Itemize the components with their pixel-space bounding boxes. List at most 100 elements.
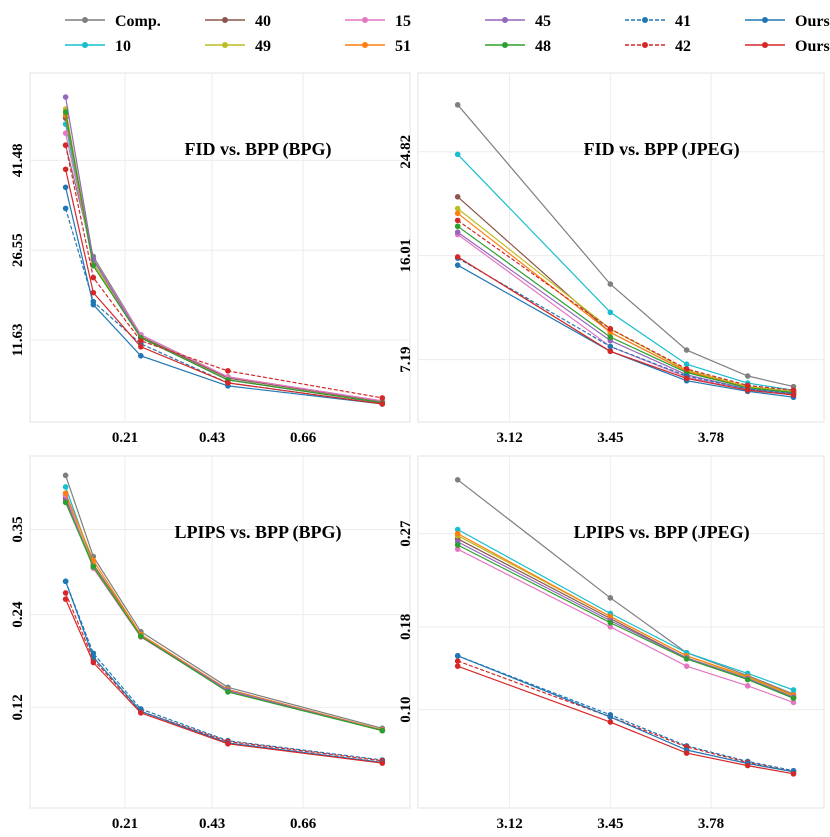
grid: [30, 456, 410, 808]
series-line: [65, 592, 383, 762]
x-tick-label: 3.12: [496, 430, 522, 446]
data-point: [607, 343, 614, 350]
data-point: [90, 301, 97, 308]
data-point: [744, 373, 751, 379]
data-point: [454, 151, 461, 158]
series-42: [454, 217, 797, 393]
plot-frame: [29, 455, 411, 809]
legend-swatch-marker: [222, 42, 228, 48]
data-point: [225, 380, 231, 386]
data-point: [607, 714, 614, 720]
data-point: [683, 361, 690, 368]
data-point: [62, 166, 69, 173]
y-tick-label: 24.82: [398, 135, 414, 169]
x-tick-label: 3.78: [698, 816, 724, 832]
grid: [418, 73, 824, 422]
data-point: [454, 254, 461, 260]
data-point: [454, 194, 461, 200]
x-tick-label: 0.43: [199, 430, 225, 446]
legend-label: 49: [255, 38, 271, 55]
data-point: [90, 274, 97, 281]
series-group: [62, 94, 386, 407]
legend-item-ours-w-41: Ours w/ 41: [745, 13, 830, 30]
y-tick-label: 0.10: [398, 697, 414, 723]
data-point: [683, 656, 690, 662]
chart-title: LPIPS vs. BPP (JPEG): [574, 522, 750, 543]
legend-item-48: 48: [485, 38, 551, 55]
data-point: [607, 334, 614, 340]
chart-title: FID vs. BPP (BPG): [185, 139, 332, 160]
data-point: [454, 205, 461, 212]
data-point: [607, 719, 614, 725]
legend-swatch-marker: [82, 42, 88, 48]
y-tick-label: 0.35: [10, 516, 26, 542]
data-point: [62, 109, 69, 115]
data-point: [454, 653, 461, 659]
data-point: [138, 633, 144, 640]
data-point: [607, 348, 614, 355]
data-point: [454, 262, 461, 268]
data-point: [607, 624, 614, 630]
data-point: [790, 387, 797, 393]
legend-item-comp: Comp.: [65, 13, 161, 30]
data-point: [62, 142, 69, 149]
data-point: [790, 771, 797, 777]
data-point: [454, 210, 461, 217]
legend-label: 40: [255, 13, 271, 30]
legend-item-40: 40: [205, 13, 271, 30]
legend-item-10: 10: [65, 38, 131, 55]
series-line: [65, 145, 383, 399]
data-point: [744, 387, 751, 393]
legend-swatch-marker: [642, 17, 648, 23]
chart-title: FID vs. BPP (JPEG): [584, 139, 740, 160]
data-point: [607, 595, 614, 601]
data-point: [607, 326, 614, 332]
y-tick-label: 16.01: [398, 239, 414, 273]
data-point: [454, 542, 461, 548]
data-point: [454, 546, 461, 552]
data-point: [744, 683, 751, 689]
legend-label: 41: [675, 13, 691, 30]
data-point: [62, 130, 69, 136]
series-ours-w-42: [62, 596, 386, 766]
data-point: [744, 382, 751, 389]
data-point: [62, 184, 69, 191]
data-point: [790, 392, 797, 398]
legend-label: 15: [395, 13, 411, 30]
data-point: [62, 472, 69, 479]
legend-label: Comp.: [115, 13, 161, 30]
y-tick-label: 0.24: [10, 601, 26, 628]
legend-swatch-marker: [222, 17, 228, 23]
legend-swatch-marker: [362, 42, 368, 48]
x-tick-label: 3.12: [496, 816, 522, 832]
x-tick-label: 0.21: [112, 816, 138, 832]
x-tick-label: 3.78: [698, 430, 724, 446]
y-tick-label: 0.18: [398, 614, 414, 640]
legend-label: 51: [395, 38, 411, 55]
data-point: [138, 343, 144, 350]
chart-panel-lpips-vs-bpp-bpg: 0.21 0.43 0.66 0.12 0.24 0.35 LPIPS vs. BPP (B…: [10, 455, 411, 832]
data-point: [379, 395, 386, 401]
data-point: [138, 710, 144, 716]
data-point: [683, 663, 690, 669]
legend-label: 48: [535, 38, 551, 55]
y-tick-label: 11.63: [10, 324, 26, 357]
legend-item-45: 45: [485, 13, 551, 30]
data-point: [62, 578, 69, 585]
data-point: [454, 229, 461, 235]
data-point: [790, 687, 797, 693]
y-tick-label: 26.55: [10, 233, 26, 267]
data-point: [379, 760, 386, 766]
data-point: [90, 563, 97, 570]
data-point: [607, 613, 614, 620]
data-point: [225, 740, 231, 747]
data-point: [454, 663, 461, 669]
legend-swatch-marker: [762, 17, 768, 23]
data-point: [683, 375, 690, 382]
data-point: [607, 281, 614, 287]
data-point: [607, 619, 614, 626]
legend-label: 42: [675, 38, 691, 55]
data-point: [138, 353, 144, 359]
legend-label: Ours w/ 42: [795, 38, 830, 55]
